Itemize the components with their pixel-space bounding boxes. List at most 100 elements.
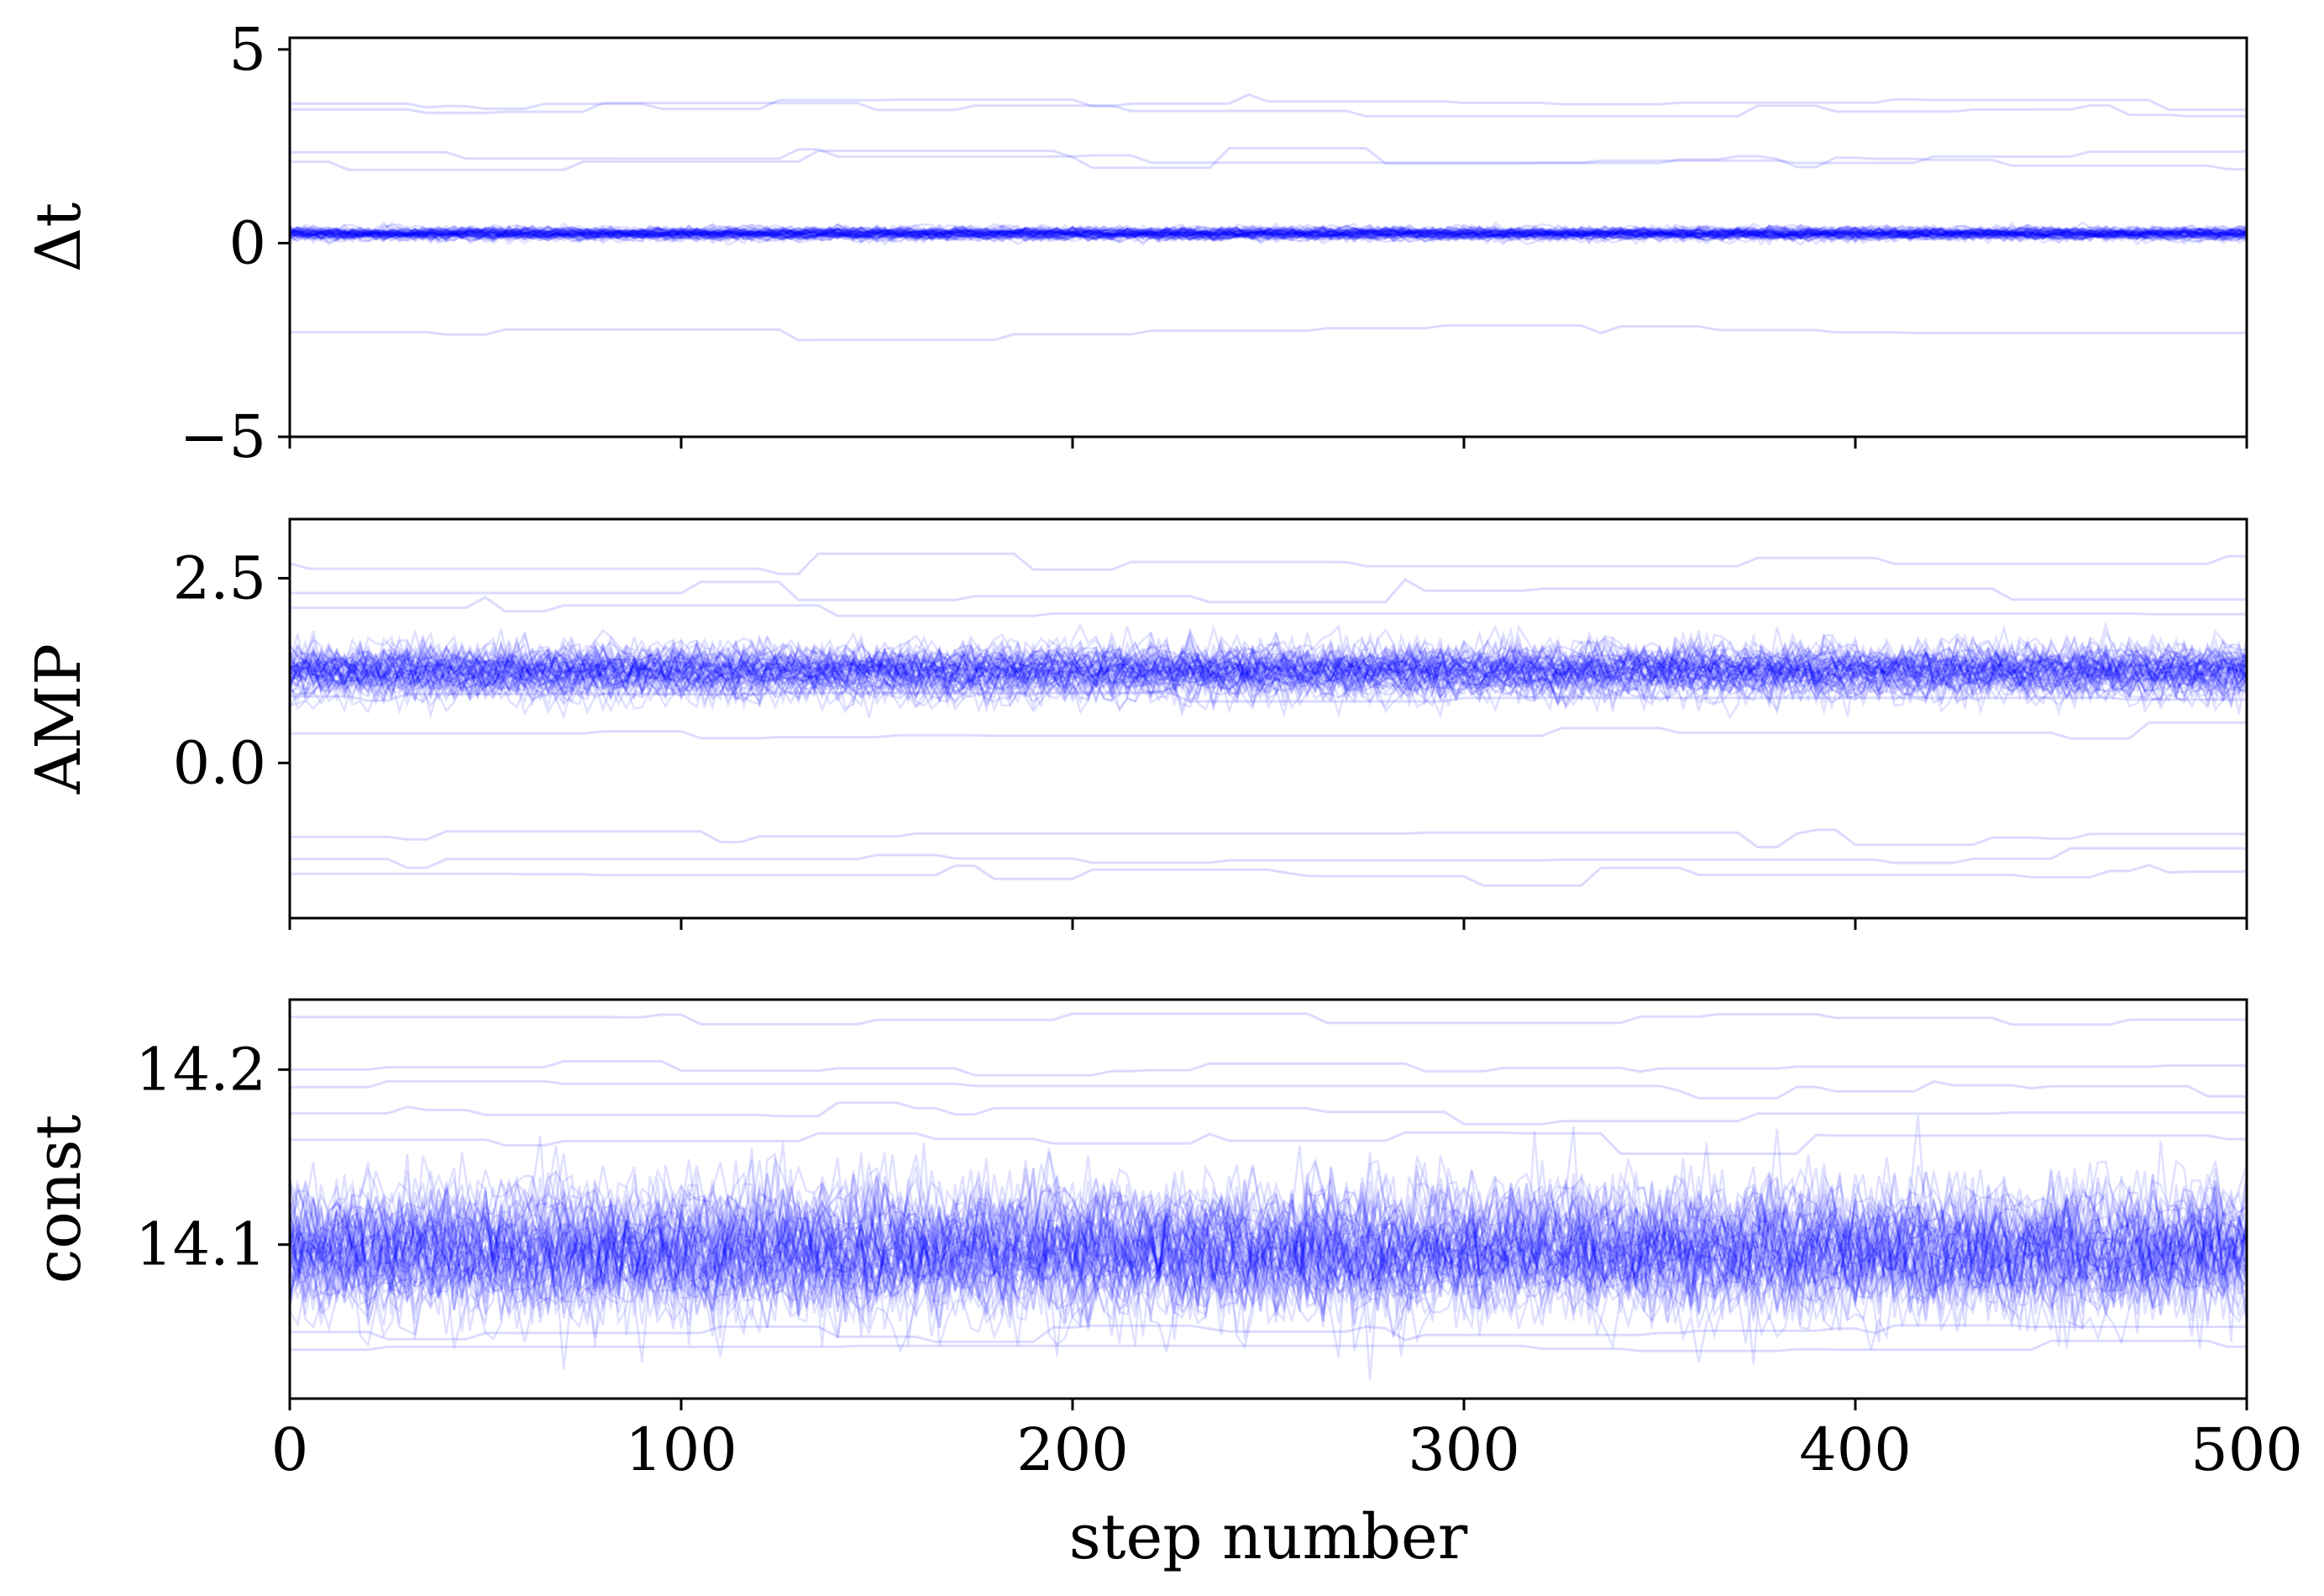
walker-trace	[290, 641, 2247, 701]
walker-trace	[290, 226, 2247, 245]
walker-trace	[290, 1189, 2247, 1336]
walker-trace	[290, 1171, 2247, 1317]
walker-trace	[290, 228, 2247, 245]
walker-trace	[290, 648, 2247, 715]
y-tick-label: 0.0	[173, 728, 266, 797]
walker-trace	[290, 634, 2247, 698]
walker-trace	[290, 227, 2247, 246]
walker-trace	[290, 1163, 2247, 1301]
walker-trace	[290, 620, 2247, 684]
walker-trace	[290, 1203, 2247, 1370]
walker-trace	[290, 225, 2247, 243]
panel-bottom: 0 100 200 300 400 500 14.2 14.1 const step number	[23, 998, 2303, 1573]
outlier-walker-trace	[290, 102, 2247, 118]
walker-trace	[290, 637, 2247, 703]
walker-trace	[290, 643, 2247, 703]
walker-trace	[290, 224, 2247, 244]
walker-trace	[290, 631, 2247, 699]
axes-frame	[288, 998, 2248, 1400]
walker-trace	[290, 656, 2247, 717]
walker-trace	[290, 1193, 2247, 1320]
walker-trace	[290, 664, 2247, 721]
walker-trace	[290, 228, 2247, 244]
walker-trace	[290, 628, 2247, 692]
walker-trace	[290, 1189, 2247, 1315]
walker-trace	[290, 228, 2247, 247]
outlier-walker-trace	[290, 847, 2247, 869]
walker-trace	[290, 228, 2247, 246]
walker-trace	[290, 225, 2247, 244]
walker-trace	[290, 226, 2247, 244]
walker-traces	[290, 552, 2247, 887]
walker-trace	[290, 630, 2247, 695]
walker-trace	[290, 655, 2247, 719]
walker-trace	[290, 645, 2247, 707]
walker-trace	[290, 632, 2247, 694]
outlier-walker-trace	[290, 1324, 2247, 1343]
walker-trace	[290, 1155, 2247, 1287]
walker-trace	[290, 224, 2247, 241]
walker-trace	[290, 630, 2247, 710]
walker-trace	[290, 1129, 2247, 1288]
walker-trace	[290, 223, 2247, 241]
outlier-walker-trace	[290, 721, 2247, 740]
walker-trace	[290, 221, 2247, 241]
walker-trace	[290, 1182, 2247, 1334]
walker-trace	[290, 225, 2247, 241]
walker-trace	[290, 629, 2247, 701]
walker-trace	[290, 223, 2247, 241]
walker-trace	[290, 638, 2247, 696]
x-tick-label: 400	[1799, 1415, 1912, 1484]
x-tick-label: 100	[625, 1415, 737, 1484]
outlier-walker-trace	[290, 577, 2247, 604]
walker-trace	[290, 226, 2247, 244]
walker-trace	[290, 1186, 2247, 1327]
walker-trace	[290, 224, 2247, 244]
walker-trace	[290, 222, 2247, 240]
walker-trace	[290, 1206, 2247, 1344]
walker-trace	[290, 653, 2247, 717]
walker-trace	[290, 227, 2247, 244]
walker-trace	[290, 1184, 2247, 1308]
walker-trace	[290, 1115, 2247, 1291]
x-tick-label: 200	[1016, 1415, 1129, 1484]
outlier-walker-trace	[290, 92, 2247, 112]
walker-traces	[290, 1012, 2247, 1381]
outlier-walker-trace	[290, 1339, 2247, 1352]
walker-trace	[290, 224, 2247, 243]
x-tick-label: 500	[2190, 1415, 2303, 1484]
walker-trace	[290, 1201, 2247, 1324]
walker-trace	[290, 224, 2247, 242]
walker-trace	[290, 627, 2247, 698]
walker-trace	[290, 635, 2247, 702]
walker-trace	[290, 648, 2247, 713]
axes-frame	[288, 36, 2248, 438]
walker-trace	[290, 1180, 2247, 1318]
walker-trace	[290, 1153, 2247, 1294]
walker-trace	[290, 642, 2247, 712]
walker-trace	[290, 220, 2247, 238]
walker-trace	[290, 1189, 2247, 1323]
walker-trace	[290, 1168, 2247, 1346]
walker-trace	[290, 228, 2247, 244]
walker-trace	[290, 1152, 2247, 1294]
walker-trace	[290, 229, 2247, 246]
walker-trace	[290, 643, 2247, 705]
walker-trace	[290, 227, 2247, 244]
walker-trace	[290, 1167, 2247, 1324]
walker-trace	[290, 1141, 2247, 1280]
walker-trace	[290, 1219, 2247, 1337]
walker-trace	[290, 1185, 2247, 1321]
walker-trace	[290, 635, 2247, 696]
walker-trace	[290, 623, 2247, 688]
walker-trace	[290, 1188, 2247, 1332]
outlier-walker-trace	[290, 596, 2247, 617]
walker-trace	[290, 1186, 2247, 1317]
walker-trace	[290, 637, 2247, 700]
walker-trace	[290, 633, 2247, 701]
walker-trace	[290, 224, 2247, 242]
walker-trace	[290, 226, 2247, 242]
walker-traces	[290, 92, 2247, 342]
y-axis-label: const	[23, 1115, 95, 1284]
walker-trace	[290, 646, 2247, 709]
